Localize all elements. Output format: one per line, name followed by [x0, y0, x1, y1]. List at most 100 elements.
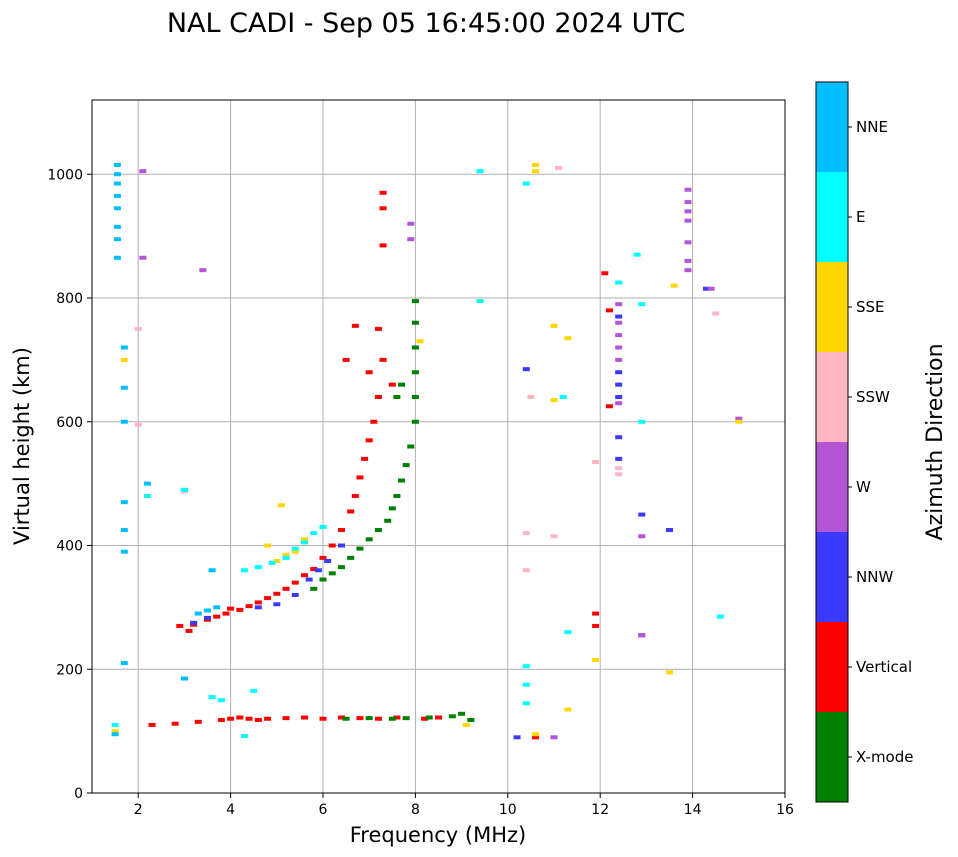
data-point	[328, 571, 336, 576]
data-point	[282, 716, 290, 721]
data-point	[143, 494, 151, 498]
data-point	[411, 320, 419, 325]
data-point	[379, 357, 387, 362]
data-point	[476, 169, 484, 174]
data-point	[411, 299, 419, 304]
data-point	[559, 395, 567, 399]
data-point	[522, 367, 530, 372]
data-point	[245, 716, 253, 721]
data-point	[522, 568, 530, 573]
data-point	[217, 698, 225, 703]
data-point	[550, 398, 558, 403]
data-point	[324, 558, 332, 563]
series-vertical	[148, 190, 613, 740]
colorbar-label-sse: SSE	[856, 298, 885, 316]
data-point	[601, 271, 609, 276]
data-point	[615, 333, 623, 338]
data-point	[615, 395, 623, 399]
x-tick-label: 8	[411, 802, 420, 818]
data-point	[361, 456, 369, 461]
y-tick-label: 800	[56, 291, 83, 307]
colorbar-label-vertical: Vertical	[856, 658, 912, 676]
data-point	[291, 549, 299, 554]
data-point	[615, 302, 623, 307]
data-point	[347, 555, 355, 560]
data-point	[393, 395, 401, 399]
data-points	[111, 162, 743, 740]
data-point	[666, 670, 673, 675]
data-point	[379, 190, 387, 195]
colorbar-segment	[816, 622, 848, 712]
data-point	[180, 676, 188, 681]
data-point	[684, 209, 692, 214]
data-point	[684, 200, 692, 205]
series-w	[139, 169, 743, 740]
data-point	[398, 478, 406, 483]
y-axis-label: Virtual height (km)	[10, 347, 34, 545]
data-point	[550, 323, 558, 328]
colorbar-frame	[815, 81, 849, 803]
data-point	[411, 370, 419, 375]
data-point	[638, 419, 646, 424]
data-point	[282, 586, 290, 591]
y-tick-label: 0	[74, 786, 83, 802]
data-point	[113, 224, 121, 229]
azimuth-colorbar: X-mode Vertical NNW W SSW SSE E NNE	[815, 81, 913, 803]
data-point	[393, 715, 401, 720]
x-tick-label: 10	[499, 802, 517, 818]
data-point	[328, 543, 336, 548]
data-point	[236, 607, 244, 612]
data-point	[564, 336, 572, 341]
data-point	[134, 326, 142, 331]
data-point	[245, 604, 253, 609]
data-point	[301, 537, 309, 542]
grid-lines	[92, 100, 786, 794]
data-point	[550, 735, 558, 740]
colorbar-segment	[816, 712, 848, 802]
data-point	[213, 614, 221, 619]
data-point	[615, 466, 623, 471]
plot-frame	[91, 99, 786, 794]
data-point	[204, 608, 211, 613]
data-point	[402, 716, 410, 721]
data-point	[365, 438, 373, 443]
data-point	[365, 370, 373, 375]
data-point	[615, 370, 623, 375]
data-point	[314, 568, 322, 573]
data-point	[190, 620, 198, 625]
data-point	[425, 715, 433, 720]
data-point	[592, 623, 600, 628]
data-point	[254, 605, 262, 610]
data-point	[615, 456, 623, 461]
data-point	[120, 345, 128, 350]
colorbar-label-nne: NNE	[856, 118, 888, 136]
colorbar-label-ssw: SSW	[856, 388, 890, 406]
x-axis-ticks: 2 4 6 8 10 12 14 16	[134, 793, 794, 818]
data-point	[185, 628, 193, 633]
series-sse	[111, 162, 743, 737]
colorbar-label-w: W	[856, 478, 871, 496]
data-point	[522, 682, 530, 687]
data-point	[113, 172, 121, 177]
data-point	[310, 586, 318, 591]
data-point	[342, 357, 350, 362]
data-point	[411, 419, 419, 424]
data-point	[113, 206, 121, 211]
data-point	[111, 722, 119, 727]
colorbar-segment	[816, 442, 848, 532]
data-point	[615, 357, 623, 362]
data-point	[374, 395, 382, 399]
colorbar-segment	[816, 532, 848, 622]
data-point	[254, 600, 262, 605]
data-point	[222, 611, 230, 616]
data-point	[407, 444, 415, 449]
data-point	[615, 320, 623, 325]
data-point	[337, 528, 345, 533]
colorbar-label: Azimuth Direction	[923, 343, 948, 540]
data-point	[180, 487, 188, 492]
data-point	[522, 664, 530, 669]
data-point	[522, 181, 530, 186]
data-point	[435, 715, 442, 720]
data-point	[638, 534, 646, 539]
data-point	[522, 531, 530, 536]
